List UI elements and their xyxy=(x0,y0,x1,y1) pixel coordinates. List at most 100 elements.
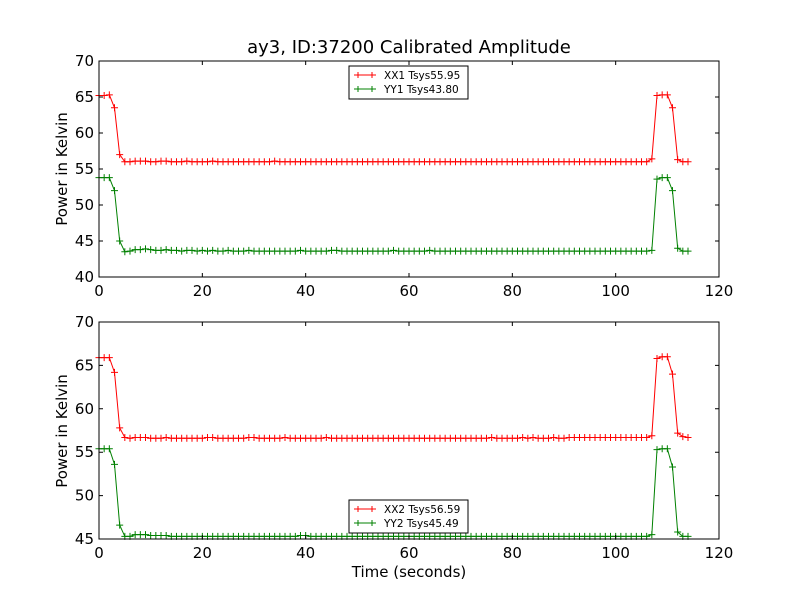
data-point xyxy=(157,246,165,254)
y-tick-label: 60 xyxy=(75,124,94,142)
series-0-1 xyxy=(95,174,692,256)
data-point xyxy=(514,434,521,442)
x-tick-label: 80 xyxy=(503,282,522,300)
x-tick-label: 20 xyxy=(193,282,212,300)
data-point xyxy=(142,157,149,165)
data-point xyxy=(271,157,279,165)
x-tick-label: 60 xyxy=(399,282,418,300)
data-point xyxy=(674,429,682,437)
data-point xyxy=(111,187,118,195)
data-point xyxy=(183,157,191,165)
data-point xyxy=(162,532,170,540)
data-point xyxy=(105,174,113,182)
data-point xyxy=(545,434,552,442)
data-point xyxy=(317,434,325,442)
data-point xyxy=(653,354,661,362)
y-tick-label: 65 xyxy=(75,356,94,374)
legend: XX2 Tsys56.59 YY2 Tsys45.49 xyxy=(348,499,469,534)
data-point xyxy=(333,246,341,254)
data-point xyxy=(157,434,165,442)
data-point xyxy=(162,433,170,441)
data-point xyxy=(560,434,568,442)
data-point xyxy=(322,247,330,255)
data-point xyxy=(488,433,496,441)
legend-label: XX2 Tsys56.59 xyxy=(384,504,460,516)
data-point xyxy=(116,237,124,245)
x-tick-label: 0 xyxy=(94,544,104,562)
top-panel: 0 20 40 60 80 100 120 40 45 50 55 60 65 70 Power in Ke… xyxy=(53,52,733,300)
chart-title: ay3, ID:37200 Calibrated Amplitude xyxy=(247,37,571,58)
y-tick-label: 55 xyxy=(75,443,94,461)
data-point xyxy=(322,433,330,441)
series-1-0 xyxy=(95,353,692,442)
legend-label: XX1 Tsys55.95 xyxy=(384,70,460,82)
data-point xyxy=(116,424,124,432)
data-point xyxy=(116,151,124,159)
x-tick-label: 120 xyxy=(705,282,734,300)
data-point xyxy=(426,246,434,254)
data-point xyxy=(421,247,428,255)
data-point xyxy=(648,531,656,539)
x-tick-label: 100 xyxy=(601,544,630,562)
data-point xyxy=(111,104,118,112)
data-point xyxy=(643,247,651,255)
data-point xyxy=(550,433,558,441)
data-point xyxy=(240,434,248,442)
data-point xyxy=(643,433,651,441)
data-point xyxy=(152,158,160,166)
data-point xyxy=(653,175,661,183)
legend-box xyxy=(348,499,469,534)
data-point xyxy=(147,246,155,254)
data-point xyxy=(384,247,392,255)
data-point xyxy=(111,460,118,468)
data-point xyxy=(669,104,676,112)
series-0-0 xyxy=(95,91,692,166)
data-point xyxy=(390,246,397,254)
data-point xyxy=(204,247,211,255)
legend-marker xyxy=(369,506,375,512)
y-tick-label: 60 xyxy=(75,400,94,418)
y-axis-label: Power in Kelvin xyxy=(53,374,71,488)
data-point xyxy=(529,433,537,441)
legend-label: YY1 Tsys43.80 xyxy=(383,84,459,96)
x-axis-label: Time (seconds) xyxy=(351,563,467,581)
data-point xyxy=(209,246,217,254)
data-point xyxy=(643,158,651,166)
data-point xyxy=(674,156,682,164)
data-point xyxy=(105,445,113,453)
y-tick-label: 50 xyxy=(75,196,94,214)
data-point xyxy=(224,246,232,254)
data-point xyxy=(116,521,124,529)
data-point xyxy=(679,433,687,441)
data-point xyxy=(653,92,661,100)
data-point xyxy=(111,368,118,376)
data-point xyxy=(121,433,129,441)
data-point xyxy=(648,155,656,163)
data-point xyxy=(173,246,180,254)
data-point xyxy=(126,434,134,442)
y-tick-label: 70 xyxy=(75,52,94,70)
data-point xyxy=(291,247,299,255)
x-tick-label: 0 xyxy=(94,282,104,300)
data-point xyxy=(245,246,253,254)
legend-marker xyxy=(355,86,361,92)
data-point xyxy=(198,246,206,254)
y-tick-label: 70 xyxy=(75,313,94,331)
x-tick-label: 20 xyxy=(193,544,212,562)
data-point xyxy=(663,353,671,361)
legend-marker xyxy=(369,520,375,526)
data-point xyxy=(669,463,676,471)
data-point xyxy=(684,158,692,166)
data-point xyxy=(281,433,289,441)
data-point xyxy=(524,434,532,442)
data-point xyxy=(684,433,692,441)
data-point xyxy=(105,354,113,362)
y-tick-label: 45 xyxy=(75,232,94,250)
series-1-1 xyxy=(95,445,692,540)
data-point xyxy=(209,433,217,441)
data-point xyxy=(162,157,170,165)
data-point xyxy=(276,434,284,442)
data-point xyxy=(188,246,196,254)
bottom-panel: 0 20 40 60 80 100 120 45 50 55 60 65 70 Power in Kelv… xyxy=(53,313,733,562)
